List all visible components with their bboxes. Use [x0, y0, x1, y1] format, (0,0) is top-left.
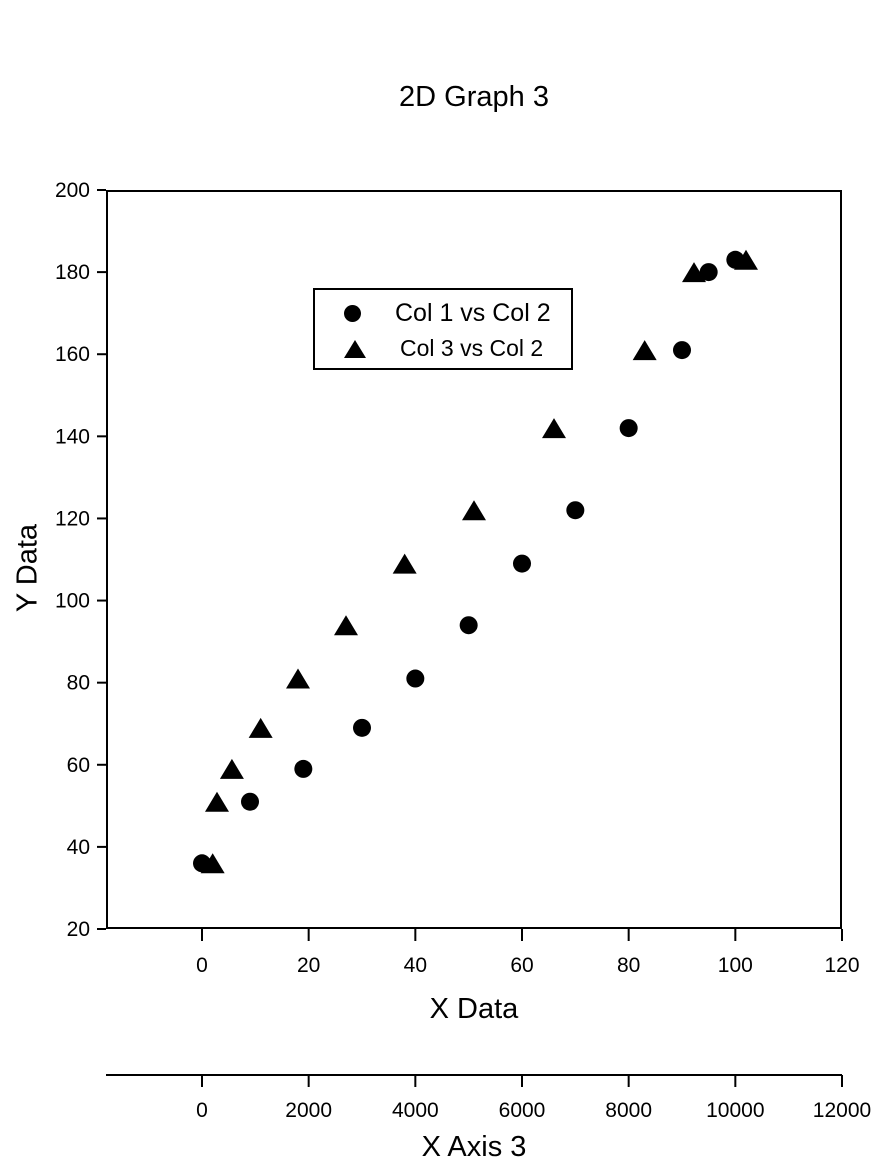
- y-axis-tick-label: 20: [67, 918, 90, 941]
- data-point-triangle: [204, 791, 229, 812]
- x-axis-tick-label: 20: [297, 954, 320, 977]
- legend-label: Col 1 vs Col 2: [395, 299, 551, 327]
- data-point-triangle: [682, 262, 706, 283]
- data-point-triangle: [286, 668, 310, 689]
- triangle-marker-icon: [344, 339, 366, 358]
- data-point-circle: [673, 341, 691, 360]
- y-axis-tick-label: 40: [67, 836, 90, 859]
- x-axis3-tick-label: 4000: [392, 1099, 439, 1122]
- data-point-triangle: [632, 340, 657, 361]
- x-axis-tick-label: 60: [510, 954, 533, 977]
- data-point-triangle: [200, 853, 225, 874]
- x-axis3-tick-label: 0: [196, 1099, 208, 1122]
- data-point-triangle: [392, 553, 417, 574]
- data-point-circle: [459, 616, 478, 635]
- x-axis-tick-label: 100: [718, 954, 753, 977]
- legend-item-col1-vs-col2: Col 1 vs Col 2: [315, 296, 571, 331]
- y-axis-tick-label: 140: [55, 425, 90, 448]
- data-point-triangle: [462, 500, 486, 521]
- legend: Col 1 vs Col 2 Col 3 vs Col 2: [313, 288, 573, 370]
- y-axis-tick-label: 180: [55, 261, 90, 284]
- data-point-circle: [566, 501, 585, 520]
- x-axis3-tick-label: 10000: [706, 1099, 764, 1122]
- data-point-circle: [353, 718, 371, 737]
- y-axis-tick-label: 160: [55, 343, 90, 366]
- x-axis-title: X Data: [429, 993, 519, 1025]
- legend-label: Col 3 vs Col 2: [400, 335, 544, 361]
- y-axis-tick-label: 200: [55, 179, 90, 202]
- data-point-triangle: [248, 717, 273, 738]
- plot-frame: [106, 190, 842, 929]
- data-point-circle: [294, 759, 313, 778]
- y-axis-title: Y Data: [11, 523, 44, 613]
- y-axis-tick-label: 60: [67, 754, 90, 777]
- x-axis3-tick-label: 2000: [285, 1099, 332, 1122]
- x-axis3-tick-label: 6000: [499, 1099, 546, 1122]
- data-point-circle: [619, 419, 638, 438]
- data-point-triangle: [542, 418, 566, 439]
- x-axis-tick-label: 0: [196, 954, 208, 977]
- data-point-triangle: [334, 615, 358, 636]
- data-point-triangle: [734, 249, 758, 270]
- y-axis-tick-label: 100: [55, 590, 90, 613]
- data-point-circle: [406, 669, 425, 688]
- x-axis3-tick-label: 12000: [813, 1099, 871, 1122]
- y-axis-tick-label: 80: [67, 672, 90, 695]
- x-axis-tick-label: 40: [404, 954, 427, 977]
- data-point-circle: [513, 554, 531, 573]
- x-axis3-tick-label: 8000: [605, 1099, 652, 1122]
- x-axis-tick-label: 80: [617, 954, 640, 977]
- chart-title: 2D Graph 3: [399, 81, 549, 113]
- x-axis3-title: X Axis 3: [421, 1131, 527, 1163]
- data-point-circle: [241, 792, 259, 811]
- x-axis-tick-label: 120: [824, 954, 859, 977]
- circle-marker-icon: [344, 305, 361, 322]
- legend-item-col3-vs-col2: Col 3 vs Col 2: [315, 331, 571, 366]
- y-axis-tick-label: 120: [55, 507, 90, 530]
- data-point-circle: [699, 263, 718, 282]
- data-point-triangle: [219, 758, 244, 779]
